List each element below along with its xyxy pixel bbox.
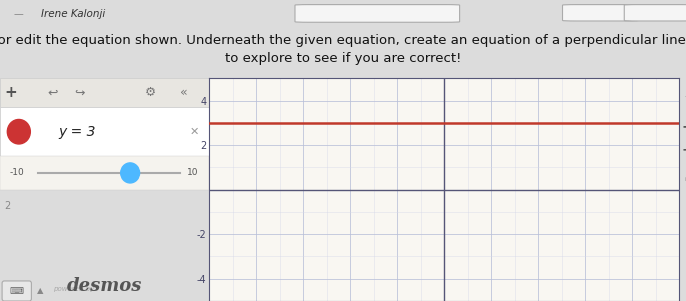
Text: −: − [682,143,686,157]
Text: ⚙: ⚙ [145,86,156,99]
Text: +: + [4,85,17,100]
Text: +: + [682,120,686,134]
Circle shape [8,119,30,144]
Text: ⌨: ⌨ [10,286,24,296]
Text: N: N [15,127,23,137]
Text: powered by: powered by [53,286,94,292]
Text: ▲: ▲ [36,287,43,296]
Text: —: — [14,9,23,19]
Text: ↪: ↪ [74,86,85,99]
Text: 10: 10 [187,169,198,177]
Text: «: « [180,86,188,99]
Text: ↗: ↗ [683,91,686,101]
Text: Do NOT delete or edit the equation shown. Underneath the given equation, create : Do NOT delete or edit the equation shown… [0,34,686,65]
Bar [0,107,209,156]
Text: -10: -10 [10,169,24,177]
Text: Irene Kalonji: Irene Kalonji [41,9,106,19]
Text: ✕: ✕ [190,127,199,137]
FancyBboxPatch shape [295,5,460,22]
Text: ↩: ↩ [47,86,58,99]
Text: desmos: desmos [67,278,142,296]
Text: 2: 2 [4,201,10,211]
Bar [0,78,209,107]
Bar [0,156,209,190]
Text: ⌂: ⌂ [684,173,686,184]
FancyBboxPatch shape [563,5,638,21]
FancyBboxPatch shape [2,281,32,301]
Circle shape [121,163,139,183]
FancyBboxPatch shape [624,5,686,21]
Text: y = 3: y = 3 [58,125,96,139]
